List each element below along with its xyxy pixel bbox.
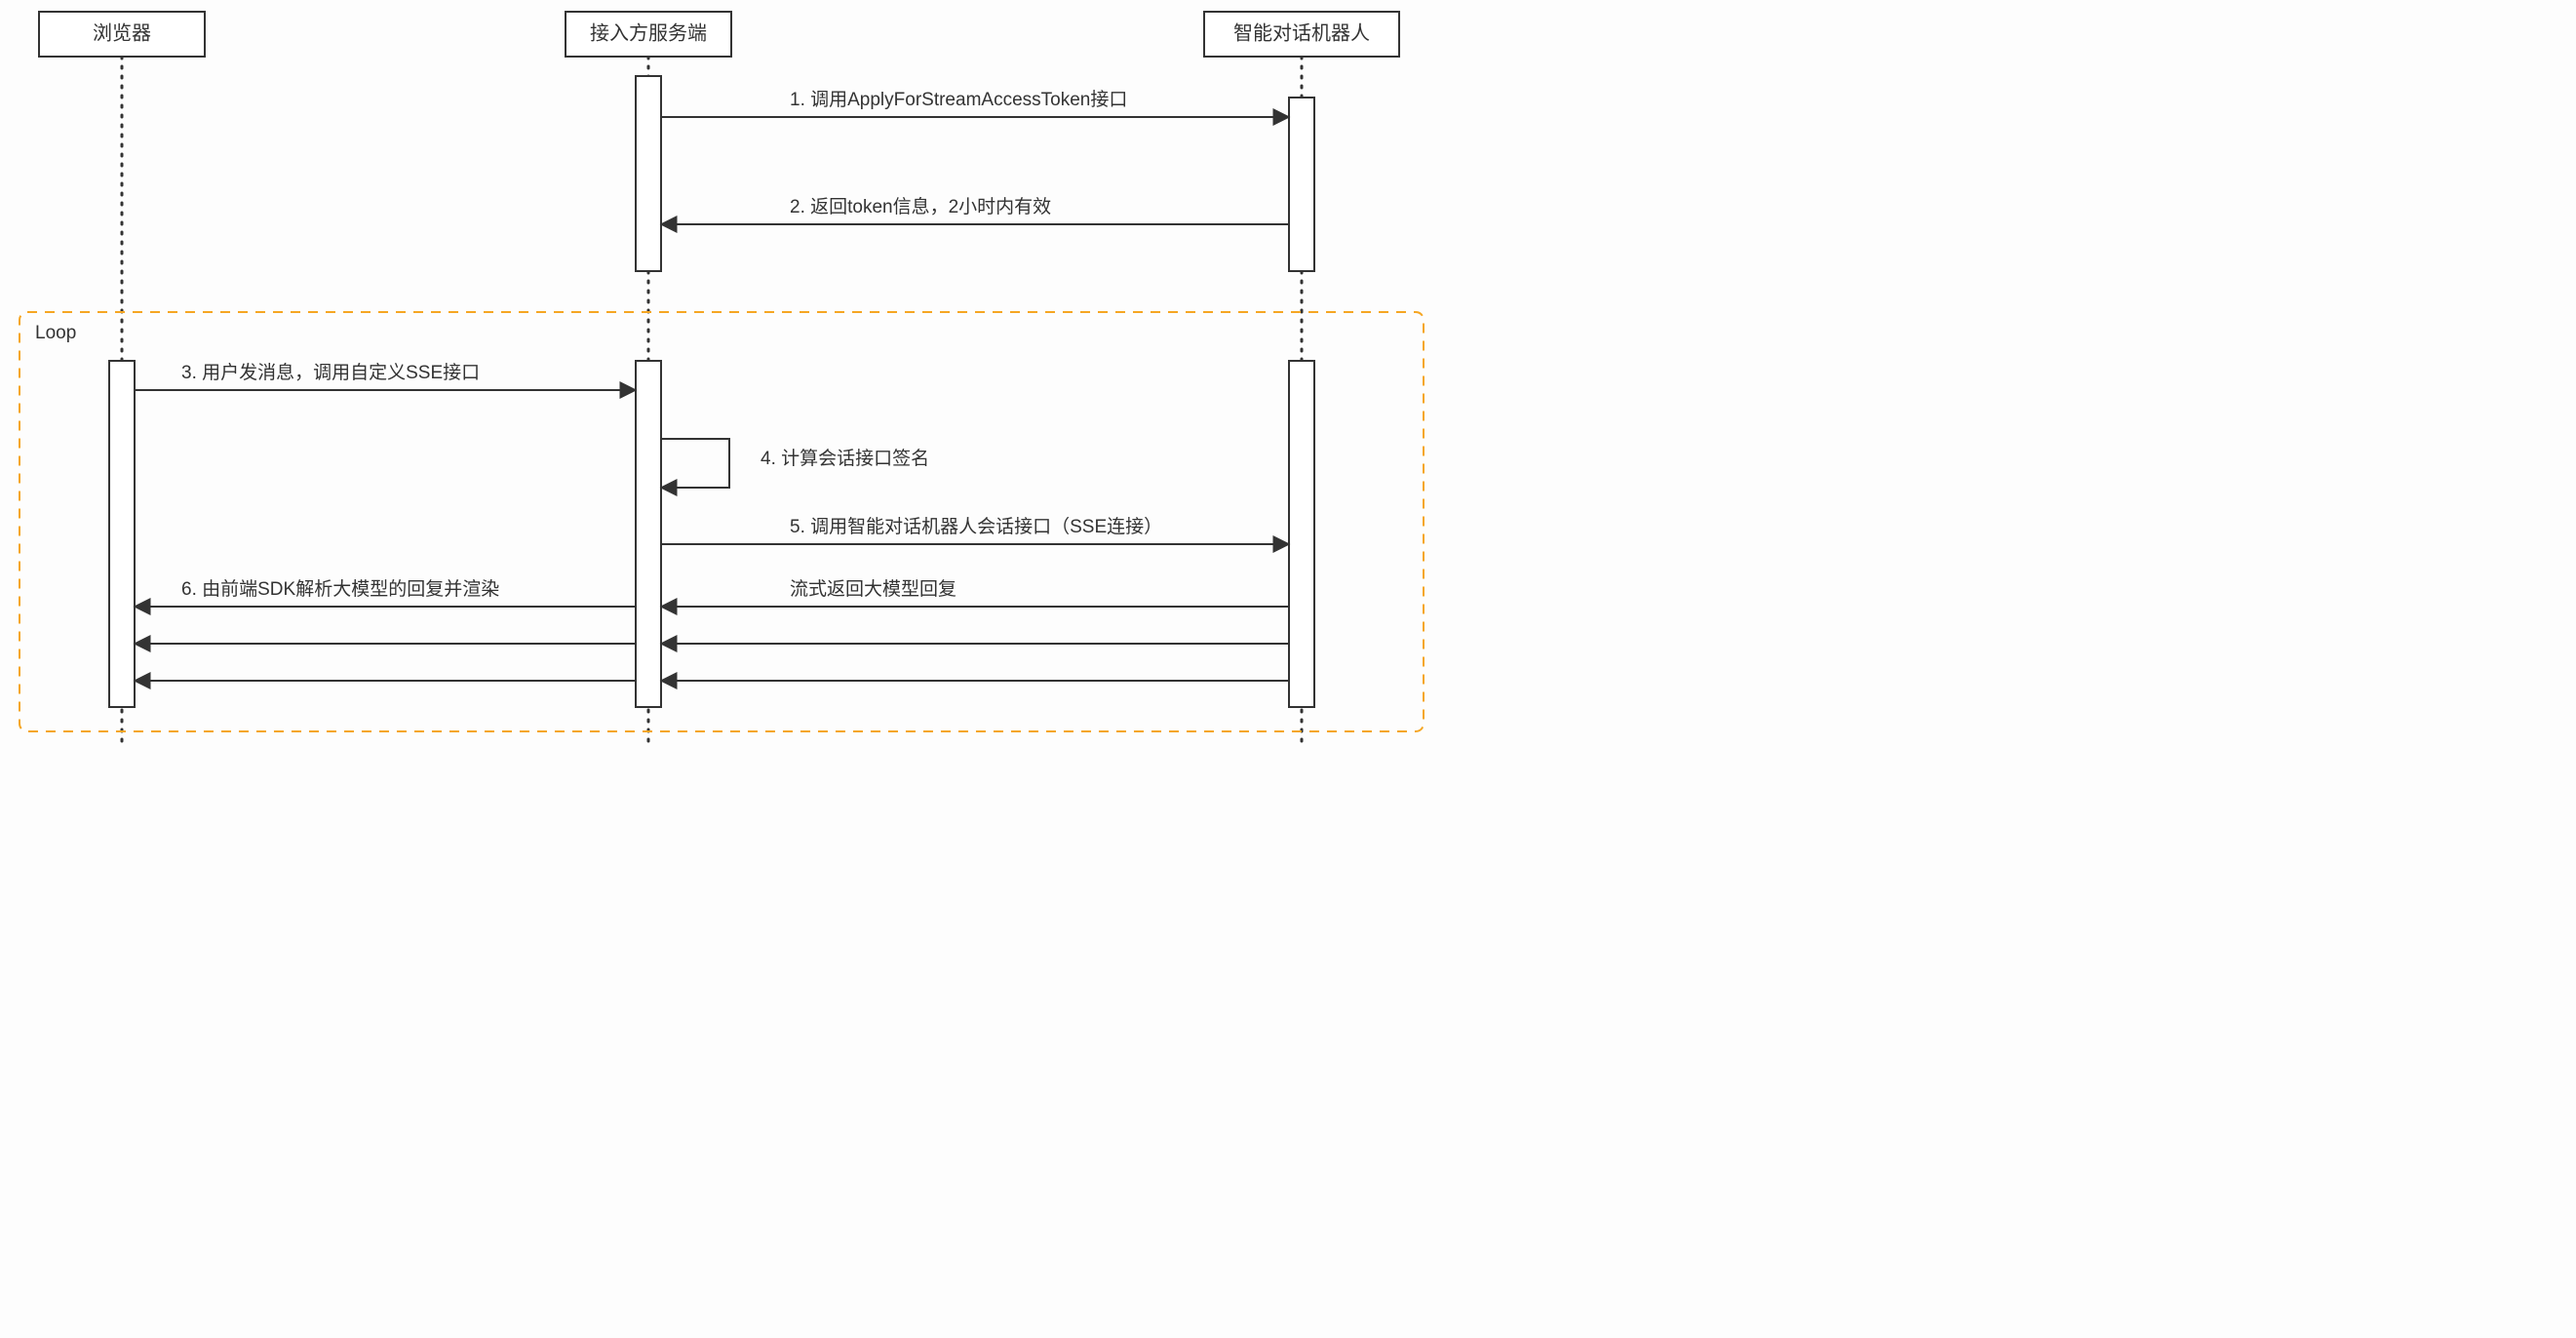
activation-bot-1 bbox=[1289, 98, 1314, 271]
actor-label-bot: 智能对话机器人 bbox=[1233, 21, 1370, 44]
message-label-2: 3. 用户发消息，调用自定义SSE接口 bbox=[181, 362, 480, 383]
activation-browser-2 bbox=[109, 361, 135, 707]
activation-server-0 bbox=[636, 76, 661, 271]
actor-label-server: 接入方服务端 bbox=[590, 21, 707, 44]
activation-server-3 bbox=[636, 361, 661, 707]
message-label-6: 流式返回大模型回复 bbox=[790, 578, 956, 600]
loop-label: Loop bbox=[35, 323, 76, 343]
message-self-3 bbox=[661, 439, 729, 488]
message-label-5: 6. 由前端SDK解析大模型的回复并渲染 bbox=[181, 578, 499, 600]
activation-bot-4 bbox=[1289, 361, 1314, 707]
actor-label-browser: 浏览器 bbox=[93, 21, 151, 44]
message-label-4: 5. 调用智能对话机器人会话接口（SSE连接） bbox=[790, 516, 1162, 537]
sequence-diagram: Loop 1. 调用ApplyForStreamAccessToken接口 2. 返… bbox=[0, 0, 1443, 751]
message-label-0: 1. 调用ApplyForStreamAccessToken接口 bbox=[790, 89, 1127, 110]
message-label-1: 2. 返回token信息，2小时内有效 bbox=[790, 196, 1051, 217]
message-label-3: 4. 计算会话接口签名 bbox=[761, 448, 929, 469]
